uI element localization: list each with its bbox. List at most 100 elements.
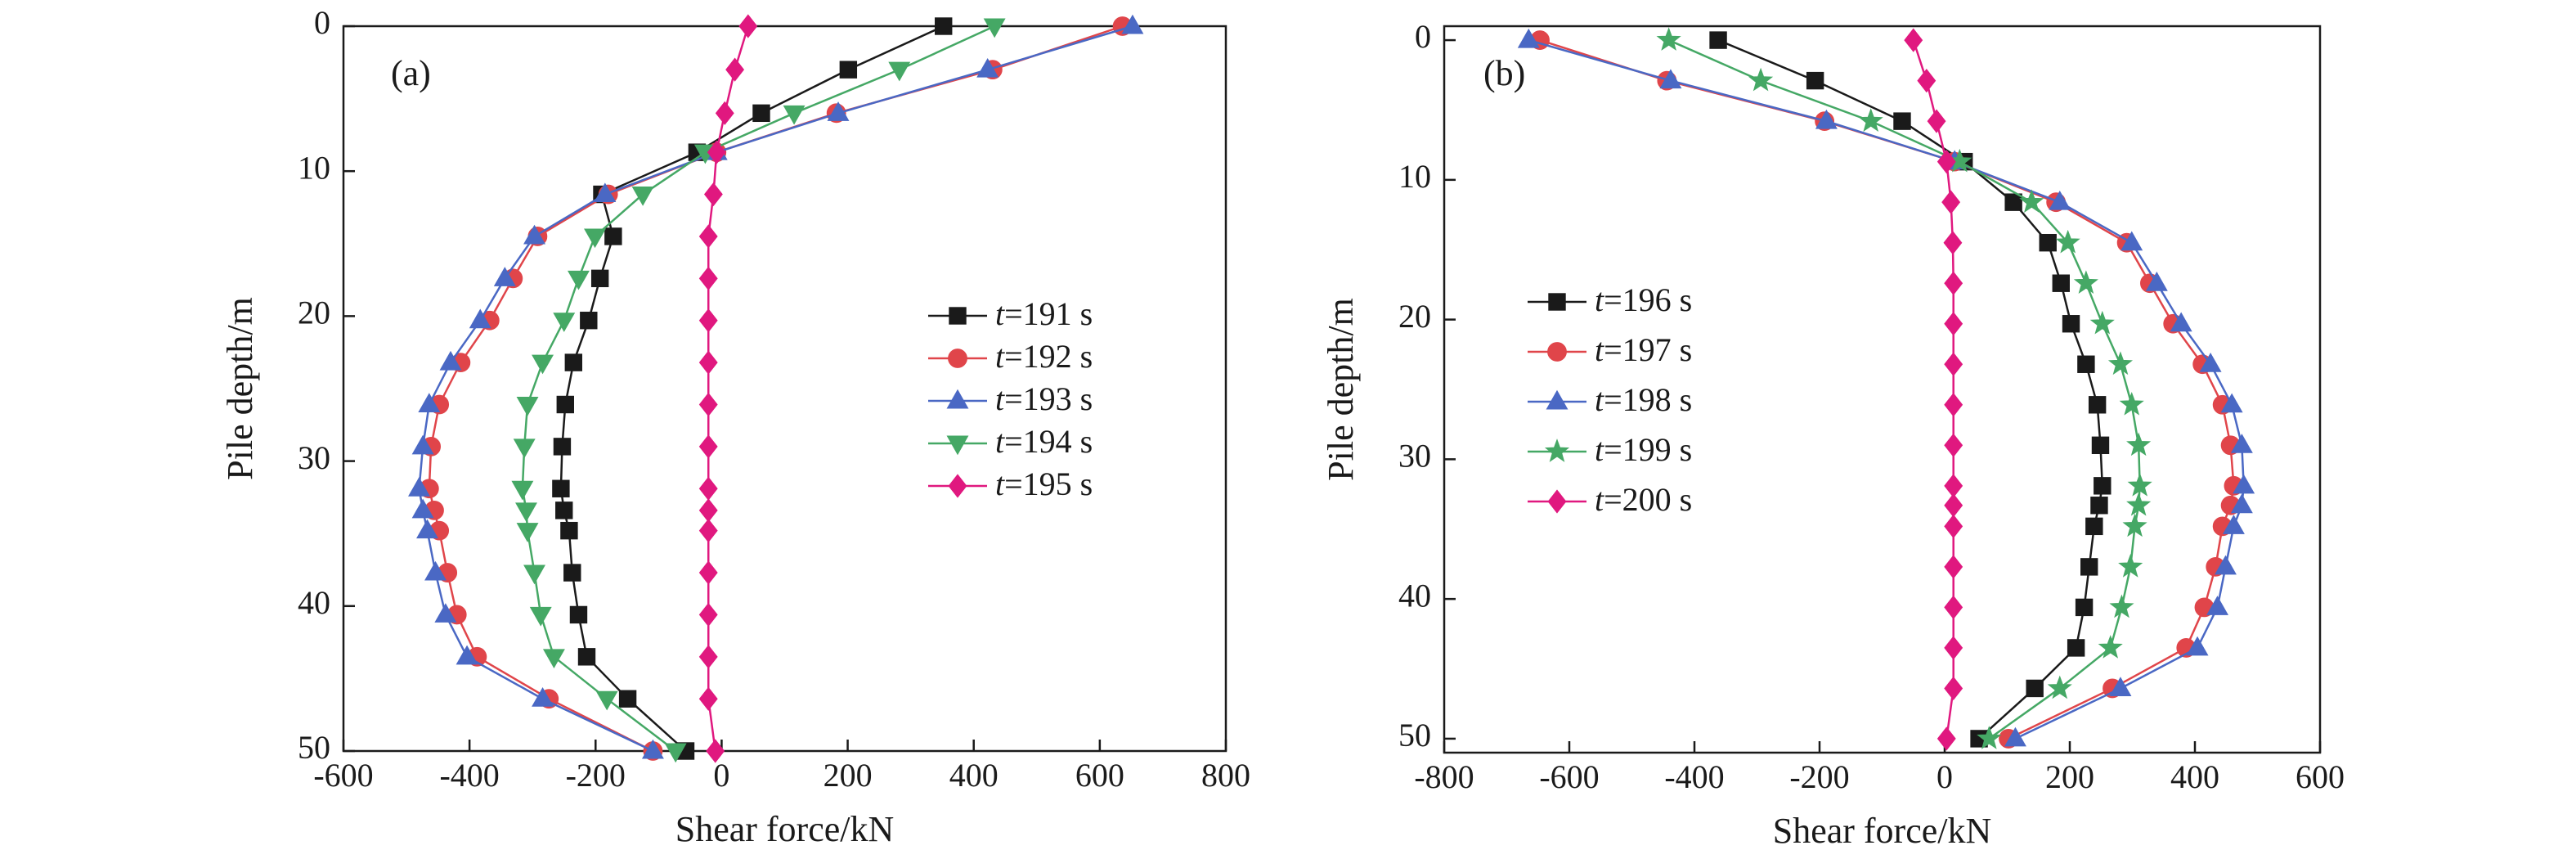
x-tick-label: 0 — [1936, 758, 1953, 795]
marker — [2186, 636, 2209, 656]
marker — [2126, 492, 2152, 516]
marker — [2089, 310, 2115, 335]
x-tick-label: 600 — [1075, 757, 1124, 794]
marker — [553, 438, 572, 456]
y-axis-title: Pile depth/m — [1321, 298, 1361, 481]
legend: t=191 s t=192 s t=193 s t=194 s t=195 s — [928, 295, 1093, 502]
marker — [949, 307, 967, 325]
marker — [698, 602, 718, 627]
marker — [1944, 271, 1963, 295]
x-tick-label: 200 — [824, 757, 873, 794]
marker — [1806, 71, 1824, 90]
legend-label: t=196 s — [1595, 281, 1692, 318]
marker — [738, 14, 758, 38]
plot-frame — [1443, 25, 2322, 754]
x-tick-label: -200 — [1789, 758, 1849, 795]
x-tick-label: -400 — [439, 757, 499, 794]
marker — [424, 560, 447, 581]
marker — [1904, 28, 1923, 52]
marker — [1709, 31, 1727, 49]
marker — [2039, 233, 2057, 252]
marker — [516, 523, 539, 542]
marker — [2199, 353, 2222, 372]
marker — [946, 435, 969, 456]
marker — [568, 270, 590, 290]
marker — [2052, 274, 2070, 292]
legend-label: t=195 s — [995, 465, 1093, 502]
marker — [1544, 438, 1570, 462]
marker — [2091, 436, 2110, 455]
marker — [594, 182, 617, 203]
marker — [698, 686, 718, 711]
panel-label: (a) — [391, 53, 431, 93]
marker — [1121, 14, 1144, 34]
marker — [1944, 352, 1963, 376]
marker — [703, 182, 723, 207]
marker — [1546, 389, 1568, 410]
marker — [2118, 554, 2143, 578]
marker — [715, 101, 734, 125]
marker — [1944, 493, 1963, 518]
marker — [1547, 489, 1567, 514]
marker — [516, 396, 539, 416]
marker — [411, 498, 434, 519]
marker — [469, 308, 491, 329]
marker — [577, 648, 596, 666]
x-tick-label: -600 — [313, 757, 373, 794]
series-line — [707, 25, 749, 752]
y-tick-label: 40 — [1398, 577, 1431, 614]
marker — [698, 350, 718, 375]
marker — [2067, 639, 2085, 657]
marker — [1944, 433, 1963, 457]
marker — [2230, 434, 2253, 453]
y-tick-label: 20 — [1398, 298, 1431, 335]
marker — [698, 519, 718, 543]
marker — [631, 187, 654, 206]
panel-label: (b) — [1483, 53, 1525, 93]
marker — [1517, 28, 1540, 48]
series-line — [521, 25, 995, 752]
marker — [584, 228, 606, 249]
x-tick-label: 400 — [949, 757, 999, 794]
marker — [2170, 312, 2192, 332]
marker — [2098, 635, 2123, 659]
marker — [725, 57, 745, 82]
marker — [948, 349, 967, 368]
marker — [1944, 312, 1963, 336]
marker — [590, 269, 609, 288]
legend-label: t=193 s — [995, 380, 1093, 417]
marker — [1815, 109, 1838, 129]
marker — [456, 645, 478, 665]
marker — [752, 104, 770, 123]
marker — [2145, 272, 2168, 291]
y-tick-label: 50 — [1398, 717, 1431, 753]
marker — [1548, 293, 1566, 311]
marker — [513, 438, 536, 459]
x-tick-label: 600 — [2296, 758, 2345, 795]
marker — [664, 743, 687, 763]
y-tick-label: 0 — [314, 4, 330, 41]
marker — [1944, 595, 1963, 620]
marker — [2230, 493, 2253, 514]
y-tick-label: 30 — [298, 439, 330, 476]
marker — [1748, 67, 1774, 92]
y-tick-label: 10 — [298, 149, 330, 186]
marker — [2109, 594, 2134, 618]
x-tick-label: -800 — [1414, 758, 1474, 795]
marker — [2088, 396, 2107, 414]
marker — [2004, 193, 2022, 211]
marker — [2055, 229, 2080, 254]
marker — [2047, 675, 2072, 699]
marker — [1659, 69, 1682, 89]
marker — [560, 521, 578, 540]
marker — [888, 61, 911, 82]
marker — [2122, 513, 2147, 537]
marker — [1944, 676, 1963, 701]
marker — [2094, 477, 2112, 495]
marker — [707, 140, 726, 164]
marker — [511, 480, 534, 501]
marker — [564, 353, 583, 371]
x-tick-label: 200 — [2045, 758, 2094, 795]
x-tick-label: -200 — [566, 757, 626, 794]
